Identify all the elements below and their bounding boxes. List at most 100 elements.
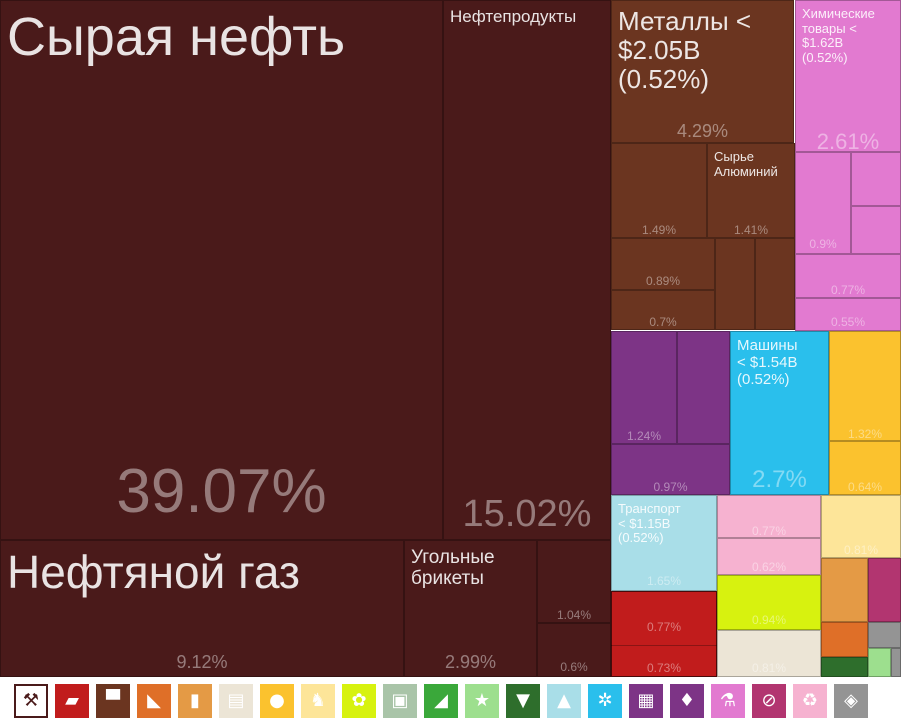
treemap-tile[interactable]: 0.81% — [717, 630, 821, 677]
animal-icon[interactable]: ♞ — [301, 684, 335, 718]
treemap-tile[interactable]: 0.77% — [717, 495, 821, 538]
treemap-tile[interactable]: Транспорт < $1.15B (0.52%) 1.65% — [611, 495, 717, 591]
tile-percentage: 0.77% — [646, 620, 682, 634]
tile-percentage: 1.65% — [646, 574, 682, 588]
tile-percentage: 1.32% — [847, 427, 883, 441]
treemap-tile[interactable]: 1.49% — [611, 143, 707, 238]
treemap-tile[interactable] — [891, 648, 901, 677]
treemap-tile[interactable]: Машины < $1.54B (0.52%) 2.7% — [730, 331, 829, 495]
treemap-tile[interactable] — [677, 331, 730, 444]
tile-percentage: 2.61% — [816, 129, 880, 152]
ingot-icon[interactable]: ▰ — [55, 684, 89, 718]
treemap-tile[interactable]: Сырая нефть 39.07% — [0, 0, 443, 540]
treemap-tile[interactable] — [868, 648, 891, 677]
tile-percentage: 0.81% — [843, 543, 879, 557]
treemap-chart: Сырая нефть 39.07% Нефтепродукты 15.02% Нефт… — [0, 0, 901, 677]
treemap-tile[interactable] — [821, 558, 868, 622]
treemap-tile[interactable]: 0.7% — [611, 290, 715, 330]
tile-percentage: 0.6% — [560, 660, 588, 674]
tile-percentage: 0.55% — [830, 315, 866, 329]
treemap-tile[interactable]: Сырье Алюминий 1.41% — [707, 143, 795, 238]
bottle-icon[interactable]: ▮ — [178, 684, 212, 718]
tile-label: Нефтяной газ — [7, 546, 301, 598]
treemap-tile[interactable] — [821, 622, 868, 657]
treemap-tile[interactable]: 0.77% — [795, 254, 901, 298]
gears-icon[interactable]: ✲ — [588, 684, 622, 718]
shoe-icon[interactable]: ◢ — [424, 684, 458, 718]
vegetable-icon[interactable]: ● — [260, 684, 294, 718]
treemap-tile[interactable]: Нефтепродукты 15.02% — [443, 0, 611, 540]
treemap-tile[interactable]: 0.89% — [611, 238, 715, 290]
tile-label: Угольные брикеты — [411, 547, 495, 590]
tile-percentage: 2.7% — [752, 466, 807, 493]
tile-label: Сырая нефть — [7, 7, 346, 67]
tile-percentage: 0.9% — [809, 237, 837, 251]
shirt-icon[interactable]: ▼ — [506, 684, 540, 718]
tile-percentage: 0.89% — [645, 274, 681, 288]
treemap-tile[interactable]: 0.64% — [829, 441, 901, 495]
treemap-tile[interactable]: Металлы < $2.05B (0.52%) 4.29% — [611, 0, 794, 143]
road-icon[interactable]: ▲ — [547, 684, 581, 718]
anvil-icon[interactable]: ▀ — [96, 684, 130, 718]
tile-label: Химические товары < $1.62B (0.52%) — [802, 6, 875, 65]
tile-percentage: 1.49% — [641, 223, 677, 237]
tile-label: Машины < $1.54B (0.52%) — [737, 337, 798, 388]
tile-label: Сырье Алюминий — [714, 149, 778, 179]
scroll-icon[interactable]: ▤ — [219, 684, 253, 718]
treemap-tile[interactable]: 0.97% — [611, 444, 730, 495]
treemap-tile[interactable] — [868, 558, 901, 622]
recycle-icon[interactable]: ♻ — [793, 684, 827, 718]
tile-divider — [611, 645, 717, 646]
tile-percentage: 0.81% — [751, 661, 787, 675]
treemap-tile[interactable]: 0.6% — [537, 623, 611, 677]
tile-percentage: 1.04% — [556, 608, 592, 622]
tile-label: Металлы < $2.05B (0.52%) — [618, 6, 752, 95]
treemap-tile[interactable]: Нефтяной газ 9.12% — [0, 540, 404, 677]
treemap-tile[interactable]: 0.55% — [795, 298, 901, 331]
treemap-tile[interactable]: 0.73% — [611, 591, 717, 677]
treemap-tile[interactable]: 0.9% — [795, 152, 851, 254]
star-icon[interactable]: ★ — [465, 684, 499, 718]
tile-percentage: 0.62% — [751, 560, 787, 574]
box-icon[interactable]: ◈ — [834, 684, 868, 718]
tile-percentage: 39.07% — [116, 457, 327, 526]
tile-percentage: 0.97% — [653, 480, 688, 494]
tile-label: Нефтепродукты — [450, 7, 577, 26]
grain-icon[interactable]: ✿ — [342, 684, 376, 718]
tile-percentage: 2.99% — [444, 652, 497, 672]
tile-percentage: 0.7% — [649, 315, 677, 329]
tile-percentage: 0.77% — [751, 524, 787, 538]
category-legend: ⚒ ▰ ▀ ◣ ▮ ▤ ● ♞ ✿ ▣ ◢ ★ ▼ ▲ ✲ ▦ ♦ ⚗ ⊘ ♻ ◈ — [14, 684, 868, 720]
tile-percentage: 0.94% — [751, 613, 787, 627]
treemap-tile[interactable]: 1.24% — [611, 331, 677, 444]
treemap-tile[interactable] — [715, 238, 755, 330]
tile-percentage: 15.02% — [462, 493, 592, 535]
stone-icon[interactable]: ◣ — [137, 684, 171, 718]
tile-label: Транспорт < $1.15B (0.52%) — [618, 501, 681, 546]
pickaxe-icon[interactable]: ⚒ — [14, 684, 48, 718]
treemap-tile[interactable] — [851, 152, 901, 206]
treemap-tile[interactable] — [851, 206, 901, 254]
treemap-tile[interactable]: 1.32% — [829, 331, 901, 441]
treemap-tile[interactable]: Угольные брикеты 2.99% — [404, 540, 537, 677]
treemap-tile[interactable]: Химические товары < $1.62B (0.52%) 2.61% — [795, 0, 901, 152]
treemap-tile[interactable]: 0.81% — [821, 495, 901, 558]
treemap-tile[interactable]: 0.77% — [611, 591, 717, 677]
tile-percentage: 0.77% — [830, 283, 866, 297]
treemap-tile[interactable] — [868, 622, 901, 648]
suitcase-icon[interactable]: ▣ — [383, 684, 417, 718]
no-sign-icon[interactable]: ⊘ — [752, 684, 786, 718]
treemap-tile[interactable]: 0.62% — [717, 538, 821, 575]
treemap-tile[interactable]: 0.94% — [717, 575, 821, 630]
picture-icon[interactable]: ▦ — [629, 684, 663, 718]
tile-percentage: 0.73% — [646, 661, 682, 675]
treemap-tile[interactable] — [755, 238, 795, 330]
tile-percentage: 4.29% — [676, 121, 729, 141]
flask-icon[interactable]: ⚗ — [711, 684, 745, 718]
treemap-tile[interactable]: 1.04% — [537, 540, 611, 623]
tile-percentage: 9.12% — [176, 652, 228, 672]
tile-percentage: 1.41% — [733, 223, 769, 237]
tile-percentage: 0.64% — [847, 480, 883, 494]
treemap-tile[interactable] — [821, 657, 868, 677]
diamond-icon[interactable]: ♦ — [670, 684, 704, 718]
